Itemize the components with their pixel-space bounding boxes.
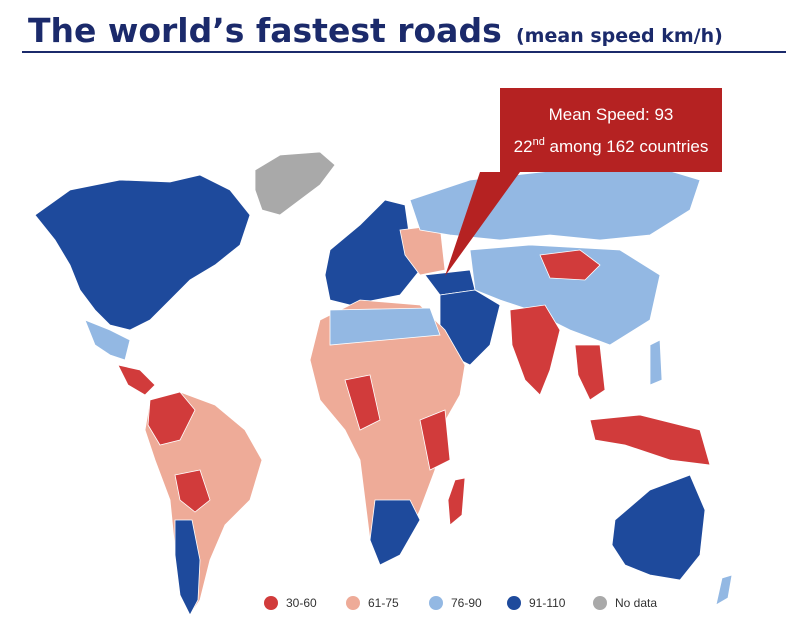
north-america bbox=[34, 174, 251, 331]
mongolia bbox=[539, 249, 601, 281]
callout-rank: 22nd among 162 countries bbox=[514, 136, 709, 156]
russia bbox=[409, 164, 701, 241]
rank: 22 bbox=[514, 137, 533, 156]
mexico bbox=[84, 319, 131, 361]
legend-label: 30-60 bbox=[286, 596, 317, 610]
greenland bbox=[254, 151, 336, 216]
legend-swatch bbox=[346, 596, 360, 610]
colombia-region bbox=[147, 391, 196, 446]
legend-label: 76-90 bbox=[451, 596, 482, 610]
southern-africa bbox=[369, 499, 421, 566]
southern-cone bbox=[174, 519, 201, 616]
rank-text: among 162 countries bbox=[545, 137, 709, 156]
philippines bbox=[649, 339, 663, 386]
europe bbox=[324, 199, 421, 306]
legend-swatch bbox=[429, 596, 443, 610]
india bbox=[509, 304, 561, 396]
east-africa bbox=[419, 409, 451, 471]
legend-swatch bbox=[264, 596, 278, 610]
legend-label: 91-110 bbox=[529, 596, 566, 610]
legend-swatch bbox=[507, 596, 521, 610]
nigeria bbox=[344, 374, 381, 431]
madagascar bbox=[447, 477, 466, 526]
callout-box bbox=[445, 88, 722, 276]
north-africa bbox=[329, 307, 441, 346]
central-america bbox=[117, 364, 156, 396]
southeast-asia bbox=[574, 344, 606, 401]
title: The world’s fastest roads bbox=[28, 11, 502, 50]
asia bbox=[469, 244, 661, 346]
world-map bbox=[34, 151, 733, 616]
new-zealand bbox=[715, 574, 733, 606]
indonesia bbox=[589, 414, 711, 466]
callout-heading: Mean Speed: 93 bbox=[549, 105, 674, 124]
legend-label: 61-75 bbox=[368, 596, 399, 610]
legend: 30-60 61-75 76-90 91-110 No data bbox=[264, 596, 657, 610]
legend-label: No data bbox=[615, 596, 657, 610]
legend-swatch bbox=[593, 596, 607, 610]
callout: Mean Speed: 93 22nd among 162 countries bbox=[445, 88, 722, 276]
australia bbox=[611, 474, 706, 581]
rank-suffix: nd bbox=[533, 136, 545, 148]
bolivia bbox=[174, 469, 211, 513]
subtitle: (mean speed km/h) bbox=[516, 25, 723, 47]
